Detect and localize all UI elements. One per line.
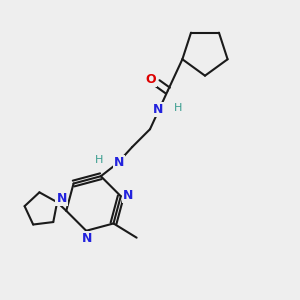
Text: O: O bbox=[146, 73, 156, 86]
Text: N: N bbox=[153, 103, 163, 116]
Text: H: H bbox=[95, 155, 104, 165]
Text: N: N bbox=[56, 192, 67, 205]
Text: H: H bbox=[174, 103, 182, 113]
Text: N: N bbox=[114, 156, 124, 169]
Text: N: N bbox=[123, 189, 134, 202]
Text: N: N bbox=[82, 232, 92, 245]
